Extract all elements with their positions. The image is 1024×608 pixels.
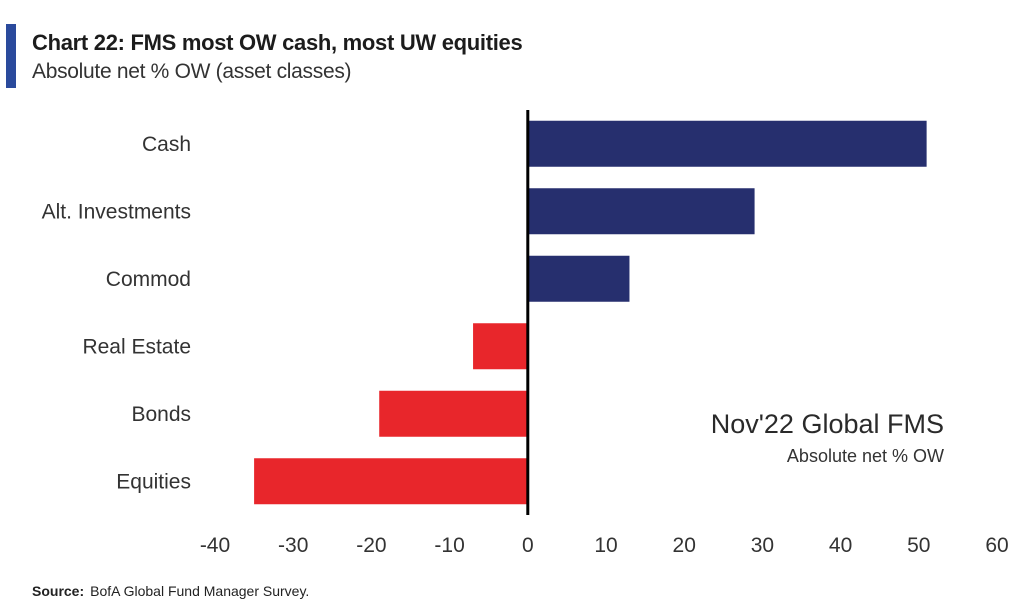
bar-commod [527, 255, 630, 302]
chart-subtitle: Absolute net % OW (asset classes) [32, 60, 352, 83]
category-label: Commod [106, 268, 191, 291]
annotation-subtitle: Absolute net % OW [787, 446, 944, 466]
source-note: Source: BofA Global Fund Manager Survey. [32, 583, 309, 599]
source-label: Source: [32, 583, 85, 599]
category-label: Bonds [131, 403, 191, 426]
x-tick-label: 10 [594, 534, 617, 557]
x-tick-label: 50 [907, 534, 930, 557]
x-tick-label: 20 [673, 534, 696, 557]
x-tick-label: -30 [278, 534, 308, 557]
category-label: Cash [142, 133, 191, 156]
bar-real-estate [473, 323, 528, 370]
annotation-title: Nov'22 Global FMS [711, 409, 944, 439]
title-accent-bar [6, 24, 16, 88]
category-labels: Cash Alt. Investments Commod Real Estate Bon… [42, 133, 191, 494]
x-tick-labels: -40 -30 -20 -10 0 10 20 30 40 50 60 [200, 534, 1009, 557]
x-tick-label: -40 [200, 534, 230, 557]
x-tick-label: -10 [434, 534, 464, 557]
bar-equities [254, 458, 528, 505]
category-label: Equities [116, 470, 191, 493]
x-tick-label: 30 [751, 534, 774, 557]
x-tick-label: -20 [356, 534, 386, 557]
bar-bonds [379, 390, 528, 437]
x-tick-label: 60 [985, 534, 1008, 557]
chart-title: Chart 22: FMS most OW cash, most UW equi… [32, 30, 523, 55]
category-label: Real Estate [82, 335, 191, 358]
x-tick-label: 40 [829, 534, 852, 557]
bar-cash [527, 120, 927, 167]
bar-group [254, 120, 927, 505]
source-text: BofA Global Fund Manager Survey. [90, 583, 310, 599]
category-label: Alt. Investments [42, 200, 191, 223]
x-tick-label: 0 [522, 534, 534, 557]
bar-alt-investments [527, 188, 755, 235]
